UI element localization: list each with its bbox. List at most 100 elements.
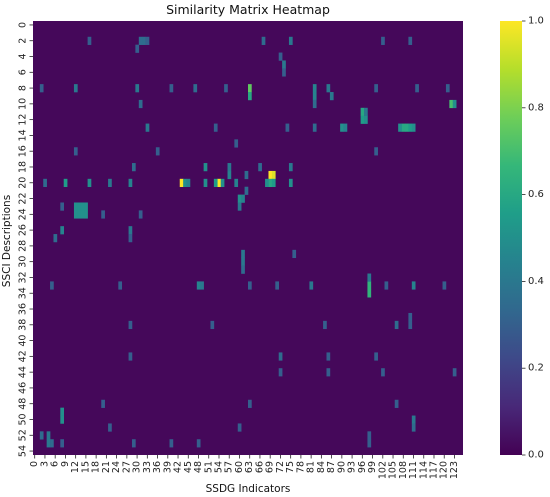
heatmap-cell	[60, 415, 65, 424]
y-tick-label: 50	[18, 413, 29, 425]
heatmap-cell	[227, 163, 232, 172]
heatmap-cell	[60, 226, 65, 235]
heatmap-cell	[309, 281, 314, 290]
y-tick-label: 54	[18, 445, 29, 457]
x-tick-label: 108	[398, 461, 409, 479]
y-tick-label: 14	[18, 129, 29, 141]
heatmap-cell	[323, 320, 327, 330]
heatmap-cell	[367, 439, 372, 448]
x-tick-label: 42	[173, 461, 184, 473]
colorbar-gradient	[500, 21, 522, 455]
heatmap-cell	[39, 84, 44, 93]
heatmap-cell	[364, 115, 368, 124]
y-tick-label: 22	[18, 193, 29, 205]
heatmap-cell	[282, 68, 286, 77]
heatmap-cell	[275, 281, 280, 290]
heatmap-cell	[408, 123, 413, 132]
heatmap-cell	[381, 36, 385, 45]
heatmap-cell	[135, 44, 140, 53]
heatmap-cell	[415, 84, 419, 93]
x-tick-label: 57	[224, 461, 235, 473]
x-tick-label: 36	[152, 461, 163, 473]
heatmap-cell	[384, 281, 389, 290]
heatmap-cell	[292, 249, 297, 259]
y-tick-label: 28	[18, 240, 29, 252]
x-tick-label: 102	[377, 461, 388, 479]
heatmap-cell	[196, 281, 201, 290]
heatmap-cell	[224, 84, 228, 93]
x-tick-label: 78	[295, 461, 306, 473]
x-tick-label: 90	[336, 461, 347, 473]
heatmap-cell	[128, 320, 133, 330]
heatmap-cell	[244, 170, 249, 180]
x-axis-label: SSDG Indicators	[206, 483, 291, 495]
heatmap-cell	[312, 123, 317, 132]
heatmap-cell	[244, 186, 249, 195]
heatmap-cell	[234, 139, 239, 148]
colorbar-tick-label: 1.0	[528, 16, 544, 27]
heatmap-cell	[248, 84, 252, 93]
heatmap-cell	[374, 147, 378, 156]
x-tick-label: 30	[132, 461, 143, 473]
heatmap-cell	[46, 439, 51, 448]
heatmap-cell	[265, 178, 269, 188]
heatmap-cell	[411, 123, 416, 132]
y-tick-label: 6	[18, 69, 29, 75]
heatmap-cell	[43, 178, 47, 188]
heatmap-cell	[155, 147, 160, 156]
x-tick-label: 21	[101, 461, 112, 473]
heatmap-cell	[183, 178, 187, 188]
x-tick-label: 75	[285, 461, 296, 473]
heatmap-cell	[84, 210, 88, 219]
heatmap-cell	[39, 431, 44, 440]
heatmap-cell	[84, 202, 88, 211]
x-tick-label: 81	[306, 461, 317, 473]
heatmap-cell	[169, 84, 174, 93]
x-tick-label: 33	[142, 461, 153, 473]
heatmap-cell	[241, 257, 245, 266]
heatmap-cell	[404, 123, 409, 132]
colorbar-tick-label: 0.2	[528, 363, 544, 374]
heatmap-cell	[193, 84, 198, 93]
heatmap-cell	[237, 194, 242, 203]
x-tick-label: 18	[91, 461, 102, 473]
y-tick-label: 8	[18, 85, 29, 91]
y-axis: 0246810121416182022242628303234363840424…	[18, 22, 33, 457]
heatmap-cell	[442, 281, 447, 290]
heatmap-cell	[145, 36, 150, 45]
y-tick-label: 30	[18, 256, 29, 268]
heatmap-cell	[108, 178, 112, 188]
heatmap-cell	[138, 210, 143, 219]
y-tick-label: 24	[18, 208, 29, 220]
heatmap-cell	[411, 281, 416, 290]
heatmap-cell	[60, 202, 65, 211]
heatmap-cell	[234, 178, 239, 188]
heatmap-cell	[80, 202, 85, 211]
heatmap-cell	[101, 399, 105, 408]
heatmap-cell	[268, 178, 273, 188]
heatmap-cell	[288, 36, 293, 45]
heatmap-cell	[63, 178, 68, 188]
heatmap-cell	[445, 84, 450, 93]
heatmap-cell	[203, 178, 208, 188]
heatmap-cell	[237, 423, 242, 432]
y-axis-label: SSCI Descriptions	[1, 195, 13, 287]
heatmap-cell	[241, 265, 245, 274]
heatmap-cell	[408, 312, 413, 322]
heatmap-cell	[329, 92, 334, 101]
y-tick-label: 10	[18, 98, 29, 110]
x-tick-label: 6	[50, 461, 61, 467]
heatmap-cell	[108, 423, 112, 432]
heatmap-cell	[73, 202, 78, 211]
heatmap-cell	[364, 107, 368, 116]
x-tick-label: 117	[428, 461, 439, 479]
colorbar-tick-label: 0.4	[528, 276, 544, 287]
x-tick-label: 3	[39, 461, 50, 467]
colorbar-tick-label: 0.6	[528, 189, 544, 200]
heatmap-cell	[77, 202, 82, 211]
heatmap-cell	[326, 84, 331, 93]
heatmap-cell	[73, 147, 78, 156]
heatmap-cell	[394, 399, 399, 408]
colorbar-tick-label: 0.0	[528, 450, 544, 461]
